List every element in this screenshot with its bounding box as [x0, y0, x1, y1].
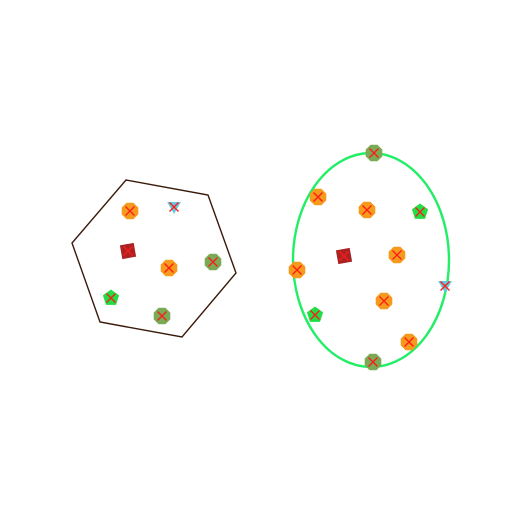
- marker-olive-octagon: [366, 145, 383, 162]
- marker-orange-octagon: [359, 202, 376, 219]
- marker-orange-octagon: [122, 203, 139, 220]
- marker-olive-octagon: [365, 354, 382, 371]
- marker-orange-octagon: [401, 334, 418, 351]
- marker-olive-octagon: [154, 308, 171, 325]
- marker-orange-octagon: [161, 260, 178, 277]
- marker-olive-octagon: [205, 254, 222, 271]
- marker-orange-octagon: [289, 262, 306, 279]
- marker-orange-octagon: [389, 247, 406, 264]
- marker-maroon-square: [120, 243, 136, 259]
- marker-orange-octagon: [310, 189, 327, 206]
- marker-orange-octagon: [376, 293, 393, 310]
- marker-maroon-square: [336, 248, 352, 264]
